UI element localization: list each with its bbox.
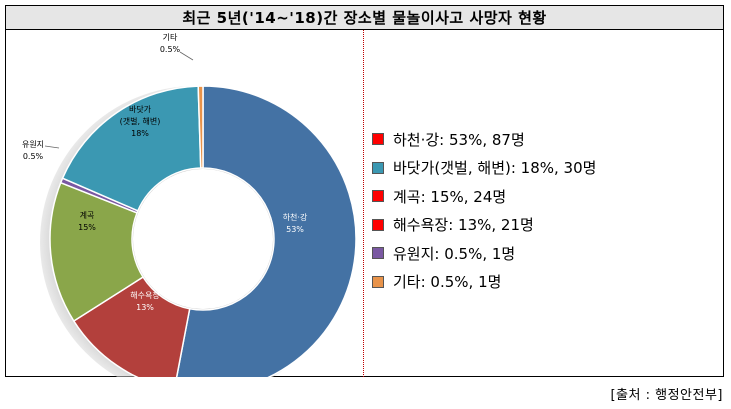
legend-swatch [372, 218, 384, 231]
legend-item: 바닷가(갯벌, 해변): 18%, 30명 [372, 154, 596, 183]
panel-divider [363, 30, 364, 377]
slice-label-sea: 바닷가 (갯벌, 해변) 18% [120, 104, 161, 138]
legend-swatch [372, 190, 384, 203]
slice-river [175, 85, 357, 377]
legend-swatch [372, 275, 384, 288]
slice-label-valley: 계곡 15% [78, 210, 96, 232]
legend: 하천·강: 53%, 87명 바닷가(갯벌, 해변): 18%, 30명 계곡:… [372, 125, 596, 296]
slice-label-beach: 해수욕장 13% [130, 290, 160, 312]
legend-item: 해수욕장: 13%, 21명 [372, 211, 596, 240]
legend-item: 하천·강: 53%, 87명 [372, 125, 596, 154]
legend-swatch [372, 161, 384, 174]
slice-other [197, 85, 204, 169]
leader-line-park [44, 145, 60, 149]
legend-item: 계곡: 15%, 24명 [372, 182, 596, 211]
source-note: [출처 : 행정안전부] [610, 388, 723, 403]
slice-label-park: 유원지 0.5% [22, 140, 44, 161]
slice-label-river: 하천·강 53% [283, 212, 308, 234]
chart-title: 최근 5년('14~'18)간 장소별 물놀이사고 사망자 현황 [5, 5, 724, 30]
legend-label: 바닷가(갯벌, 해변): 18%, 30명 [393, 159, 597, 178]
slice-sea [61, 85, 202, 212]
donut-hole [133, 169, 273, 309]
legend-item: 기타: 0.5%, 1명 [372, 268, 596, 297]
legend-label: 기타: 0.5%, 1명 [393, 273, 502, 292]
legend-label: 계곡: 15%, 24명 [393, 187, 507, 206]
legend-label: 하천·강: 53%, 87명 [393, 130, 525, 149]
legend-item: 유원지: 0.5%, 1명 [372, 239, 596, 268]
legend-swatch [372, 247, 384, 260]
slice-label-other: 기타 0.5% [160, 33, 181, 54]
legend-label: 해수욕장: 13%, 21명 [393, 216, 534, 235]
chart-frame [5, 30, 724, 377]
leader-line-other [179, 51, 194, 61]
legend-swatch [372, 133, 384, 146]
legend-label: 유원지: 0.5%, 1명 [393, 244, 516, 263]
donut-chart: 하천·강 53% 해수욕장 13% 계곡 15% 유원지 0.5% 바닷가 (갯벌, 해변) 18%… [22, 33, 357, 377]
